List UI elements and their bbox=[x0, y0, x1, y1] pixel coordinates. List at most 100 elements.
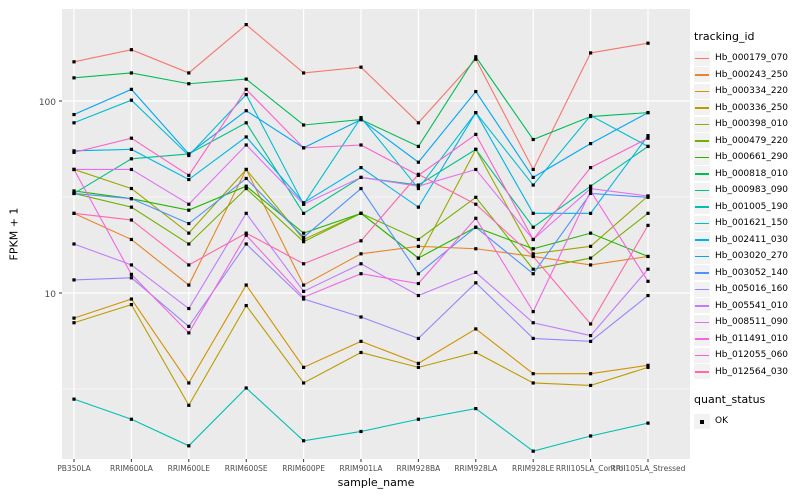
data-point-marker bbox=[589, 189, 593, 193]
data-point-marker bbox=[531, 237, 535, 242]
data-point-marker bbox=[72, 321, 76, 325]
data-point-marker bbox=[589, 184, 593, 188]
legend-item: Hb_001621_150 bbox=[694, 215, 798, 232]
data-point-marker bbox=[187, 263, 191, 267]
legend-key-swatch bbox=[694, 100, 710, 116]
data-point-marker bbox=[302, 439, 306, 443]
legend-line-icon bbox=[695, 189, 709, 192]
square-marker-icon bbox=[700, 419, 704, 424]
data-point-marker bbox=[474, 247, 478, 251]
legend-item: Hb_000398_010 bbox=[694, 116, 798, 133]
legend-item: Hb_003052_140 bbox=[694, 265, 798, 282]
data-point-marker bbox=[72, 242, 76, 246]
data-point-marker bbox=[129, 71, 133, 75]
legend-key-swatch bbox=[694, 265, 710, 281]
legend-key-swatch bbox=[694, 166, 710, 182]
data-point-marker bbox=[531, 137, 535, 142]
data-point-marker bbox=[129, 205, 133, 209]
data-point-marker bbox=[244, 92, 248, 97]
data-point-marker bbox=[302, 365, 306, 369]
data-point-marker bbox=[302, 283, 306, 287]
data-point-marker bbox=[531, 247, 535, 251]
data-point-marker bbox=[244, 87, 248, 91]
data-point-marker bbox=[244, 167, 248, 172]
data-point-marker bbox=[187, 152, 191, 156]
legend-line-icon bbox=[695, 371, 709, 373]
data-point-marker bbox=[359, 165, 363, 170]
legend-key-swatch bbox=[694, 215, 710, 231]
data-point-marker bbox=[187, 306, 191, 311]
data-point-marker bbox=[416, 205, 420, 209]
data-point-marker bbox=[531, 167, 535, 172]
x-tick-label: RRIM928LA bbox=[454, 464, 498, 473]
legend-items: Hb_000179_070 Hb_000243_250 Hb_000334_220 H… bbox=[694, 50, 798, 380]
data-point-marker bbox=[302, 240, 306, 244]
data-point-marker bbox=[359, 211, 363, 215]
x-tick-label: RRIM600LA bbox=[109, 464, 153, 473]
data-point-marker bbox=[359, 350, 363, 355]
legend-item-label: Hb_008511_090 bbox=[715, 317, 789, 328]
data-point-marker bbox=[589, 322, 593, 326]
data-point-marker bbox=[72, 60, 76, 64]
data-point-marker bbox=[129, 147, 133, 151]
legend-key-swatch bbox=[694, 50, 710, 66]
data-point-marker bbox=[302, 289, 306, 293]
x-tick-label: RRIM928LE bbox=[512, 464, 555, 473]
data-point-marker bbox=[474, 147, 478, 151]
data-point-marker bbox=[531, 336, 535, 341]
data-point-marker bbox=[646, 279, 650, 283]
legend-item: Hb_011491_010 bbox=[694, 331, 798, 348]
legend-key-swatch bbox=[694, 347, 710, 363]
legend-key-swatch bbox=[694, 314, 710, 330]
x-tick-label: PB350LA bbox=[57, 464, 91, 473]
data-point-marker bbox=[187, 324, 191, 328]
data-point-marker bbox=[187, 202, 191, 206]
data-point-marker bbox=[589, 339, 593, 343]
legend-item-label: Hb_000661_290 bbox=[715, 152, 789, 163]
legend-line-icon bbox=[695, 255, 709, 258]
data-point-marker bbox=[244, 303, 248, 308]
data-point-marker bbox=[646, 194, 650, 198]
data-point-marker bbox=[646, 293, 650, 298]
data-point-marker bbox=[72, 397, 76, 401]
data-point-marker bbox=[72, 121, 76, 125]
data-point-marker bbox=[646, 254, 650, 259]
data-point-marker bbox=[589, 165, 593, 170]
data-point-marker bbox=[72, 189, 76, 193]
data-point-marker bbox=[359, 115, 363, 120]
data-point-marker bbox=[589, 333, 593, 338]
data-point-marker bbox=[129, 186, 133, 191]
data-point-marker bbox=[474, 270, 478, 275]
data-point-marker bbox=[244, 386, 248, 390]
data-point-marker bbox=[244, 283, 248, 287]
data-point-marker bbox=[589, 256, 593, 260]
data-point-marker bbox=[359, 262, 363, 266]
data-point-marker bbox=[244, 231, 248, 235]
data-point-marker bbox=[129, 48, 133, 52]
data-point-marker bbox=[302, 71, 306, 75]
data-point-marker bbox=[474, 57, 478, 61]
data-point-marker bbox=[129, 303, 133, 307]
data-point-marker bbox=[416, 336, 420, 341]
data-point-marker bbox=[359, 239, 363, 243]
data-point-marker bbox=[531, 449, 535, 453]
data-point-marker bbox=[187, 173, 191, 177]
data-point-marker bbox=[646, 223, 650, 227]
legend-item: Hb_000818_010 bbox=[694, 166, 798, 183]
legend-item-label: Hb_012564_030 bbox=[715, 366, 789, 377]
data-point-marker bbox=[474, 132, 478, 136]
data-point-marker bbox=[359, 252, 363, 256]
legend-item-label: Hb_005016_160 bbox=[715, 284, 789, 295]
data-point-marker bbox=[416, 160, 420, 164]
legend-item-label: Hb_005541_010 bbox=[715, 300, 789, 311]
data-point-marker bbox=[244, 135, 248, 139]
legend-key-swatch bbox=[694, 149, 710, 165]
data-point-marker bbox=[531, 321, 535, 325]
legend-item-label: Hb_000179_070 bbox=[715, 53, 789, 64]
data-point-marker bbox=[187, 444, 191, 448]
legend-line-icon bbox=[695, 140, 709, 142]
data-point-marker bbox=[531, 252, 535, 256]
data-point-marker bbox=[302, 295, 306, 299]
data-point-marker bbox=[474, 327, 478, 331]
